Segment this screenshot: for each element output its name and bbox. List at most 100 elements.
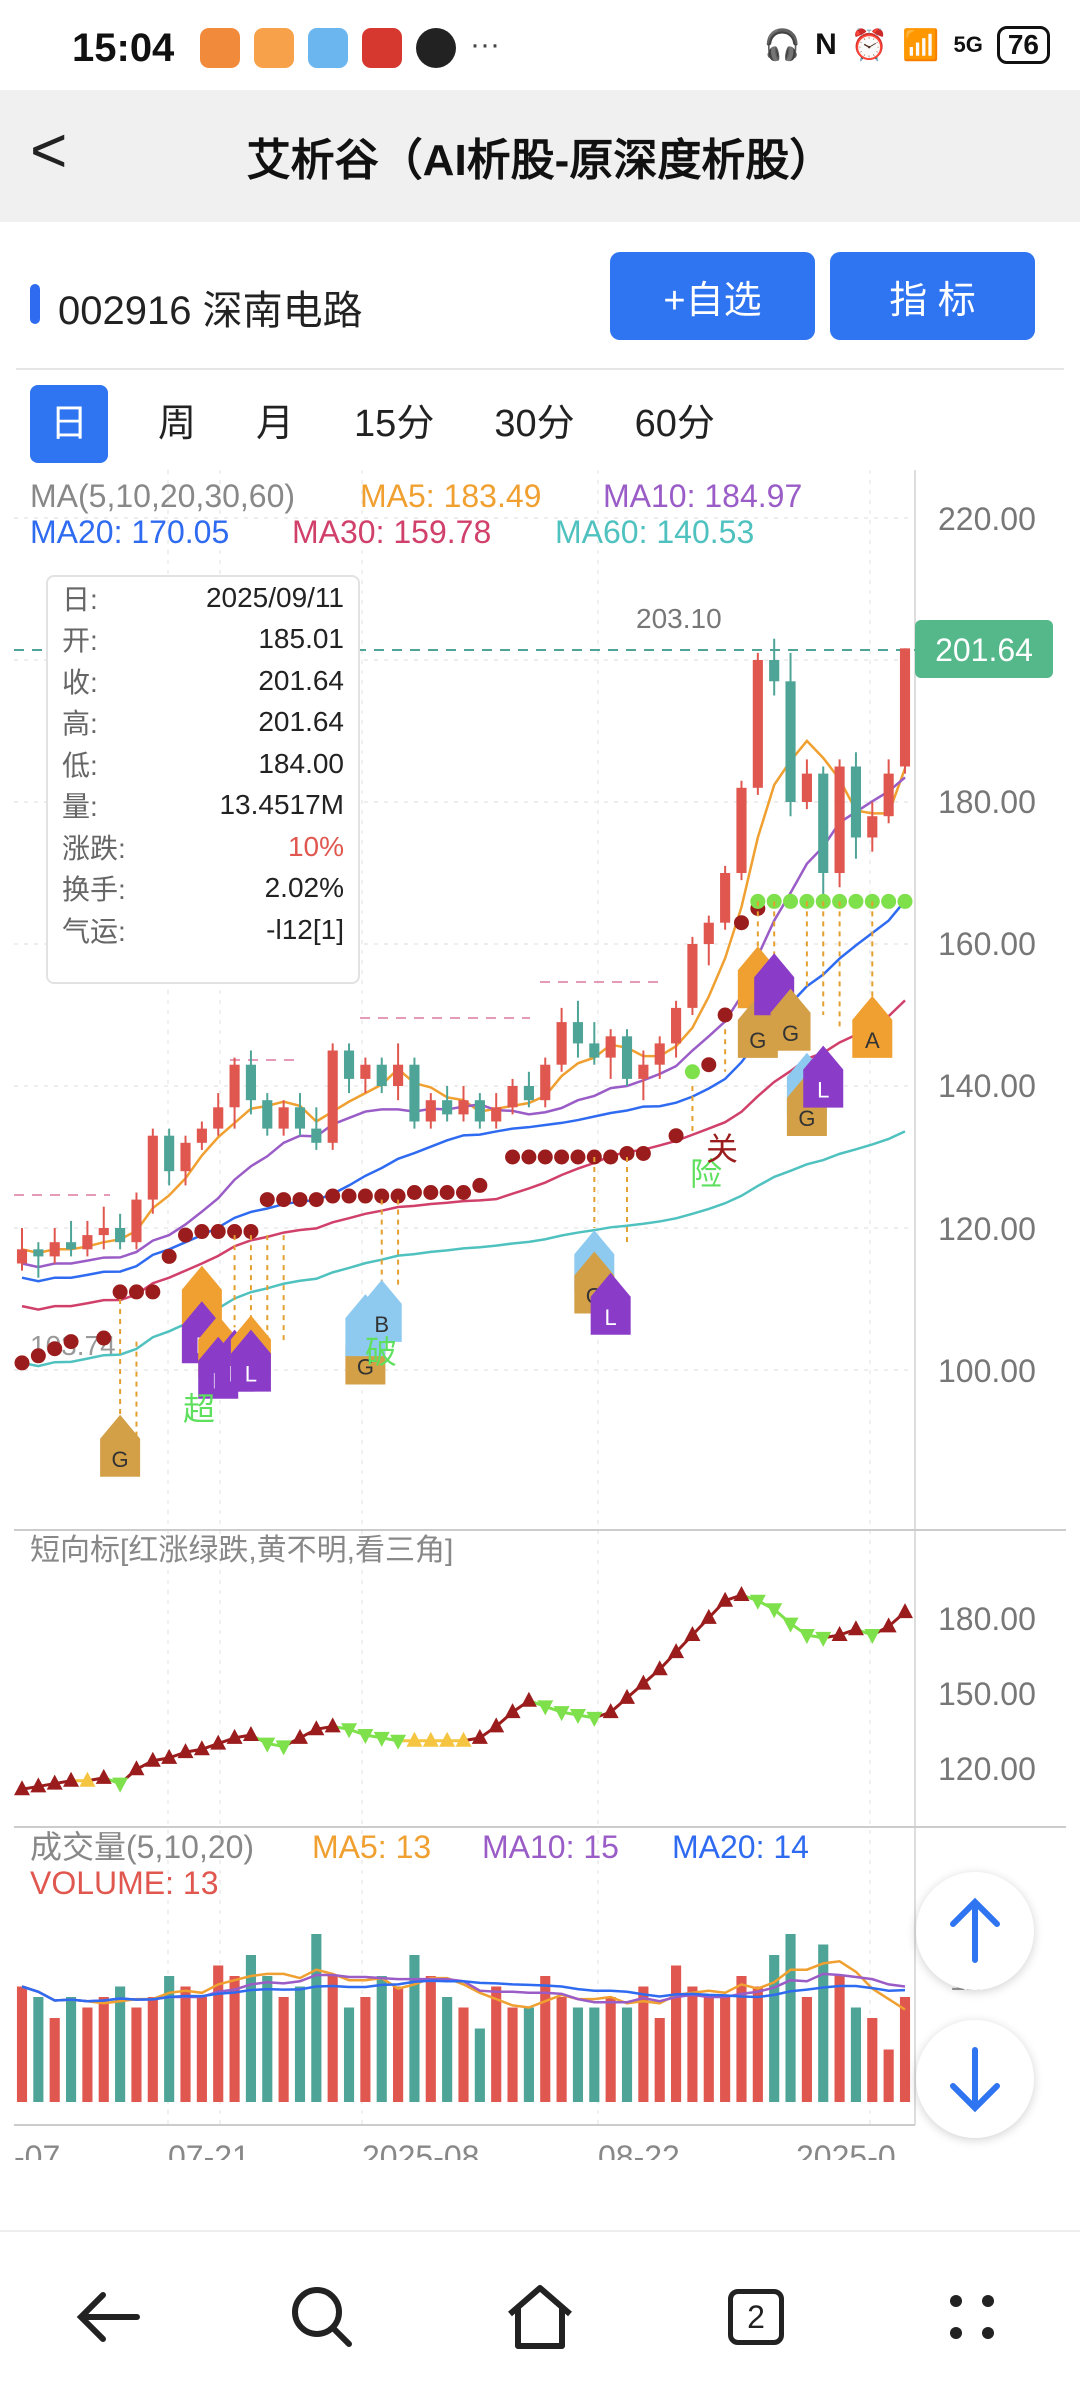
badge-g-letter: G <box>357 1355 374 1380</box>
badge-g-shape <box>770 988 811 1051</box>
signal-dot-red <box>308 1192 324 1208</box>
candle-body <box>589 1043 600 1058</box>
short-triangle <box>439 1731 456 1747</box>
short-triangle <box>488 1717 505 1733</box>
volume-bar <box>736 1976 747 2102</box>
short-triangle <box>324 1717 341 1733</box>
short-triangle <box>880 1617 897 1633</box>
add-watchlist-button[interactable]: +自选 <box>610 252 815 340</box>
scroll-down-button[interactable] <box>916 2020 1034 2138</box>
volume-bar <box>49 2018 60 2102</box>
candle-body <box>229 1064 240 1108</box>
candle-body <box>327 1050 338 1143</box>
tab-15min[interactable]: 15分 <box>354 403 435 445</box>
candle-body <box>262 1100 273 1129</box>
nav-search-button[interactable] <box>282 2277 362 2357</box>
tab-week[interactable]: 周 <box>158 403 197 445</box>
page-title: 艾析谷（AI析股-原深度析股） <box>246 136 834 185</box>
alarm-icon: ⏰ <box>850 28 889 62</box>
short-triangle <box>259 1737 276 1753</box>
volume-title: 成交量(5,10,20) <box>30 1829 254 1865</box>
candle-body <box>115 1228 126 1243</box>
nav-tabs-button[interactable]: 2 <box>716 2277 796 2357</box>
info-key: 日: <box>62 583 98 615</box>
current-price-label: 201.64 <box>935 632 1033 668</box>
volume-bar <box>605 1997 616 2102</box>
candle-body <box>360 1064 371 1079</box>
signal-dot-red <box>717 1007 733 1023</box>
volume-bar <box>769 1955 780 2102</box>
signal-dot-red <box>325 1188 341 1204</box>
app-icon-orange-play <box>254 28 294 68</box>
candle-body <box>638 1064 649 1079</box>
stock-code-name: 002916 深南电路 <box>58 289 363 333</box>
tab-day[interactable]: 日 <box>30 385 109 463</box>
badge-g: G <box>770 988 811 1051</box>
indicator-button[interactable]: 指 标 <box>830 252 1035 340</box>
candle-body <box>605 1036 616 1058</box>
short-triangle <box>161 1748 178 1764</box>
volume-bar <box>474 2028 485 2102</box>
marker-guan: 关 <box>706 1131 738 1167</box>
short-triangle <box>504 1703 521 1719</box>
tab-60min[interactable]: 60分 <box>634 403 715 445</box>
ma5-legend: MA5: 183.49 <box>360 478 541 514</box>
bottom-navigation: 2 <box>0 2230 1080 2402</box>
volume-bar <box>213 1965 224 2102</box>
candle-body <box>245 1064 256 1101</box>
candle-body <box>393 1064 404 1086</box>
short-triangle <box>684 1626 701 1641</box>
stock-chart[interactable]: MA(5,10,20,30,60) MA5: 183.49 MA10: 184.… <box>0 470 1080 2160</box>
candle-body <box>196 1128 207 1143</box>
volume-ma20: MA20: 14 <box>672 1829 809 1865</box>
info-key: 开: <box>62 625 98 657</box>
short-triangle <box>700 1608 717 1624</box>
short-triangle <box>635 1674 652 1690</box>
ma60-legend: MA60: 140.53 <box>555 514 754 550</box>
stock-marker <box>30 284 40 324</box>
candle-body <box>507 1086 518 1108</box>
signal-dot-red <box>668 1128 684 1144</box>
volume-bar <box>376 1976 387 2102</box>
system-status: 🎧 N ⏰ 📶 5G 76 <box>764 26 1050 64</box>
price-axis-160: 160.00 <box>938 926 1036 962</box>
ohlc-info-box: 日: 2025/09/11 开: 185.01 收: 201.64 高: 201.64 低: 18… <box>46 575 360 984</box>
badge-orange <box>181 1265 222 1328</box>
price-axis-100: 100.00 <box>938 1353 1036 1389</box>
short-triangle <box>651 1660 668 1676</box>
info-value: 13.4517M <box>219 789 344 821</box>
short-indicator-line <box>14 1586 913 1796</box>
tab-month[interactable]: 月 <box>256 403 295 445</box>
volume-bar <box>867 2018 878 2102</box>
volume-bar <box>147 1997 158 2102</box>
short-triangle <box>63 1771 80 1787</box>
nav-menu-button[interactable] <box>932 2277 1012 2357</box>
volume-bar <box>131 2007 142 2102</box>
tab-30min[interactable]: 30分 <box>494 403 575 445</box>
badge-l: L <box>590 1272 631 1335</box>
signal-dot-green <box>881 893 897 909</box>
search-icon <box>292 2287 352 2347</box>
volume-bar <box>98 1997 109 2102</box>
volume-bar <box>343 2007 355 2102</box>
candle-body <box>785 681 796 802</box>
short-triangle <box>831 1626 848 1641</box>
nav-back-button[interactable] <box>68 2277 148 2357</box>
badge-b-letter: B <box>374 1312 389 1337</box>
arrow-down-icon <box>950 2047 1000 2113</box>
volume-value: VOLUME: 13 <box>30 1865 219 1901</box>
candle-body <box>491 1107 502 1122</box>
volume-bar <box>638 1986 649 2102</box>
info-value: 10% <box>287 830 344 862</box>
short-triangle <box>815 1631 832 1647</box>
arrow-up-icon <box>950 1897 1000 1963</box>
nav-home-button[interactable] <box>500 2277 580 2357</box>
volume-bar <box>262 1976 273 2102</box>
info-value: 2.02% <box>264 872 344 904</box>
scroll-up-button[interactable] <box>916 1872 1034 1990</box>
candle-body <box>556 1022 567 1065</box>
signal-dot-red <box>292 1192 308 1208</box>
short-triangle <box>798 1629 815 1644</box>
back-button[interactable]: < <box>30 114 68 186</box>
volume-bar <box>491 1986 502 2102</box>
